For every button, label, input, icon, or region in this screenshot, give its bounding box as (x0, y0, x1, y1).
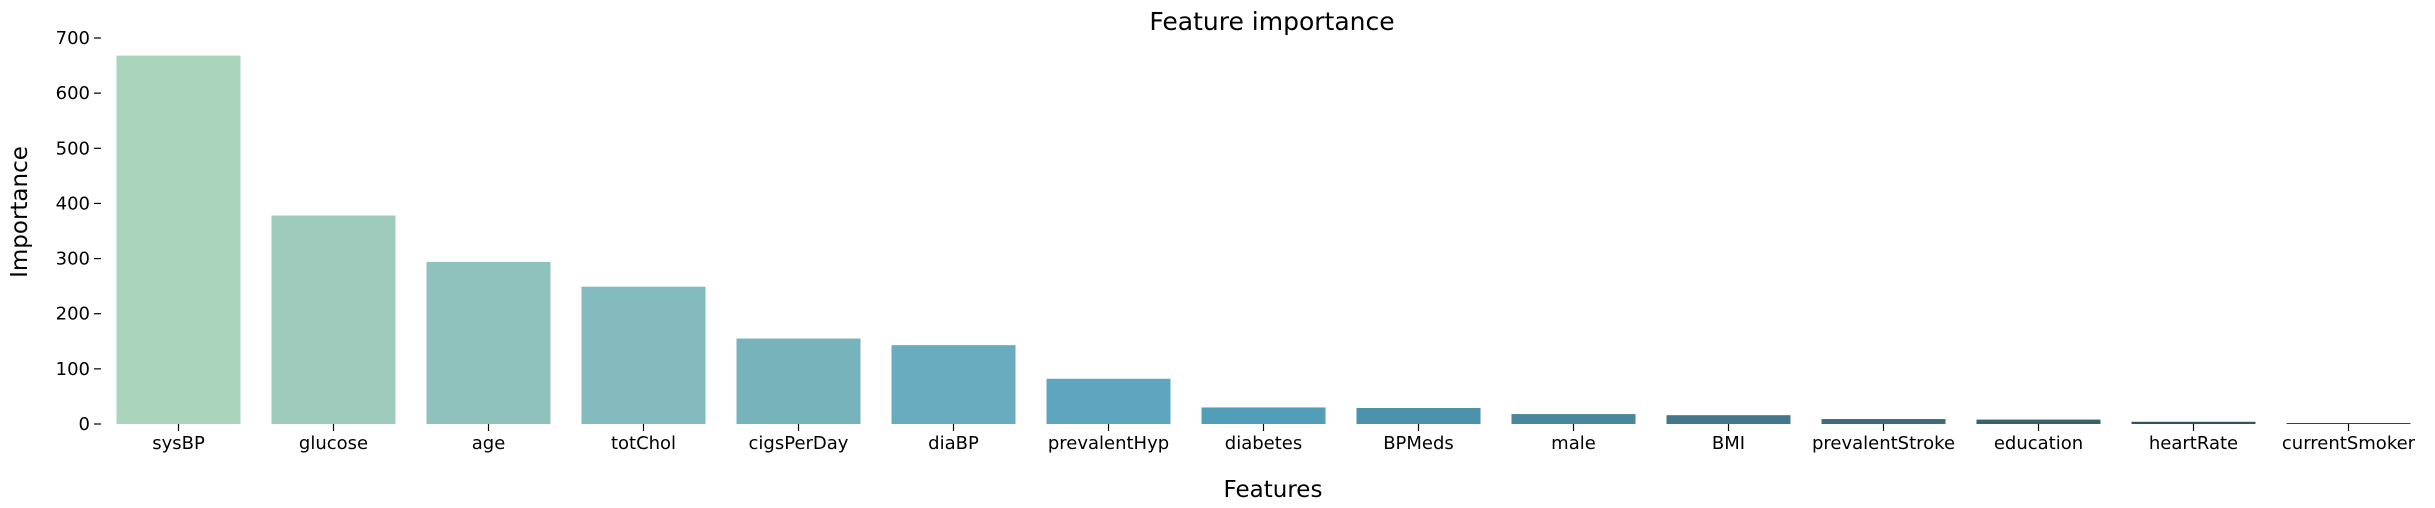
x-tick-label: male (1551, 433, 1596, 454)
x-tick-label: diaBP (928, 433, 979, 454)
bar-age (426, 261, 551, 424)
y-tick-label: 200 (56, 304, 90, 325)
bar-totChol (581, 286, 706, 424)
y-tick-label: 400 (56, 193, 90, 214)
x-axis: sysBP glucose age totChol cigsPerDay diaBP pre… (152, 424, 2416, 454)
x-tick-label: totChol (611, 433, 676, 454)
bar-prevalentStroke (1821, 419, 1946, 424)
y-tick-label: 700 (56, 28, 90, 49)
bar-prevalentHyp (1046, 378, 1171, 424)
y-axis-label: Importance (7, 146, 33, 278)
bar-sysBP (116, 55, 241, 424)
x-tick-label: heartRate (2149, 433, 2238, 454)
x-tick-label: prevalentHyp (1048, 433, 1169, 454)
bar-diaBP (891, 345, 1016, 424)
bar-cigsPerDay (736, 338, 861, 424)
x-axis-label: Features (1224, 477, 1323, 503)
y-tick-label: 100 (56, 359, 90, 380)
bar-BPMeds (1356, 408, 1481, 424)
x-tick-label: prevalentStroke (1812, 433, 1955, 454)
y-tick-label: 0 (79, 414, 90, 435)
x-tick-label: education (1994, 433, 2083, 454)
chart-title: Feature importance (1149, 7, 1394, 36)
y-tick-label: 500 (56, 138, 90, 159)
x-tick-label: diabetes (1225, 433, 1302, 454)
bar-BMI (1666, 415, 1791, 424)
bar-diabetes (1201, 407, 1326, 424)
x-tick-label: sysBP (152, 433, 205, 454)
y-axis: 0 100 200 300 400 500 600 700 (56, 28, 101, 435)
bars (116, 55, 2411, 424)
bar-education (1976, 419, 2101, 424)
bar-glucose (271, 215, 396, 424)
x-tick-label: BMI (1712, 433, 1745, 454)
x-tick-label: cigsPerDay (749, 433, 849, 454)
x-tick-label: age (472, 433, 506, 454)
bar-currentSmoker (2286, 423, 2411, 424)
bar-heartRate (2131, 421, 2256, 424)
y-tick-label: 600 (56, 83, 90, 104)
x-tick-label: BPMeds (1383, 433, 1454, 454)
x-tick-label: currentSmoker (2282, 433, 2416, 454)
bar-male (1511, 414, 1636, 424)
x-tick-label: glucose (299, 433, 368, 454)
y-tick-label: 300 (56, 249, 90, 270)
